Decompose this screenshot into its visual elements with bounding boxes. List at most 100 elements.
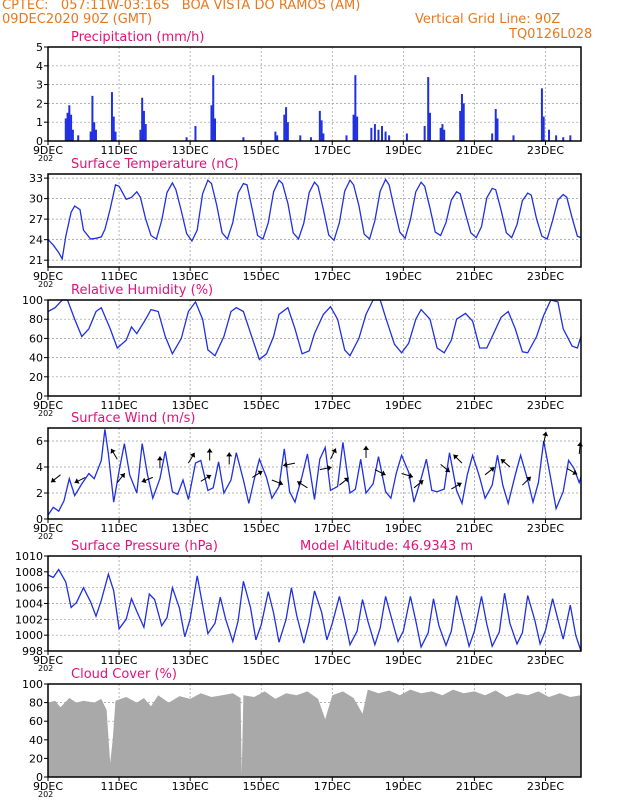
precip-bar [283, 114, 286, 141]
y-tick-label: 1004 [15, 598, 43, 611]
x-year-stub: 202 [38, 409, 53, 418]
y-tick-label: 0 [36, 390, 43, 403]
precip-bar [345, 135, 348, 141]
wind-arrow [156, 456, 163, 469]
x-tick-label: 21DEC [456, 522, 493, 535]
x-tick-label: 17DEC [314, 144, 351, 157]
wind-arrow [50, 474, 61, 483]
precip-bar [299, 135, 302, 141]
series-line [47, 429, 582, 516]
precip-bar [569, 135, 572, 141]
x-tick-label: 13DEC [172, 654, 209, 667]
x-tick-label: 19DEC [385, 780, 422, 793]
precip-bar [427, 77, 430, 141]
wind-arrow [413, 479, 424, 489]
x-tick-label: 13DEC [172, 270, 209, 283]
wind-arrow [74, 476, 86, 484]
y-tick-label: 5 [36, 41, 43, 54]
wind-arrow [374, 469, 386, 476]
precip-bar [71, 129, 74, 141]
x-tick-label: 15DEC [243, 780, 280, 793]
precip-bar [286, 122, 289, 141]
precip-bar [491, 133, 494, 141]
x-tick-label: 19DEC [385, 270, 422, 283]
precip-bar [68, 105, 71, 141]
y-tick-label: 21 [29, 254, 43, 267]
precip-bar [242, 137, 245, 141]
x-tick-label: 11DEC [101, 654, 138, 667]
precip-bar [377, 129, 380, 141]
x-tick-label: 9DEC [33, 522, 63, 535]
precip-bar [540, 88, 543, 141]
wind-arrow [110, 448, 118, 460]
precip-bar [91, 95, 94, 141]
y-tick-label: 0 [36, 513, 43, 526]
precip-bar [89, 131, 92, 141]
y-tick-label: 80 [29, 313, 43, 326]
y-tick-label: 33 [29, 172, 43, 185]
precip-bar [423, 125, 426, 141]
x-tick-label: 21DEC [456, 654, 493, 667]
x-year-stub: 202 [38, 790, 53, 799]
precip-bar [66, 112, 69, 141]
panel-frame [47, 427, 582, 520]
x-tick-label: 9DEC [33, 654, 63, 667]
wind-arrow [116, 472, 126, 483]
y-tick-label: 100 [22, 678, 43, 691]
x-tick-label: 9DEC [33, 399, 63, 412]
wind-arrow [319, 465, 332, 471]
y-tick-label: 998 [22, 645, 43, 658]
y-tick-label: 20 [29, 752, 43, 765]
y-tick-label: 4 [36, 60, 43, 73]
x-tick-label: 13DEC [172, 399, 209, 412]
y-tick-label: 1006 [15, 582, 43, 595]
x-tick-label: 21DEC [456, 144, 493, 157]
wind-arrow [484, 466, 495, 476]
y-tick-label: 2 [36, 487, 43, 500]
header-model-code: TQ0126L028 [509, 27, 593, 42]
wind-arrow [566, 467, 578, 475]
wind-arrow [252, 470, 263, 478]
x-tick-label: 23DEC [527, 522, 564, 535]
series-line [47, 178, 582, 261]
precip-bar [460, 94, 463, 141]
precip-bar [194, 125, 197, 141]
x-tick-label: 17DEC [314, 780, 351, 793]
precip-bar [542, 116, 545, 141]
precip-bar [354, 75, 357, 141]
x-tick-label: 11DEC [101, 399, 138, 412]
y-tick-label: 24 [29, 234, 43, 247]
y-tick-label: 60 [29, 715, 43, 728]
x-year-stub: 202 [38, 154, 53, 163]
x-tick-label: 15DEC [243, 144, 280, 157]
panel-title: Precipitation (mm/h) [71, 30, 204, 45]
x-tick-label: 17DEC [314, 399, 351, 412]
x-tick-label: 19DEC [385, 144, 422, 157]
x-tick-label: 17DEC [314, 522, 351, 535]
wind-arrow [330, 448, 337, 460]
x-tick-label: 23DEC [527, 144, 564, 157]
x-tick-label: 9DEC [33, 270, 63, 283]
panel-title: Relative Humidity (%) [71, 283, 213, 298]
panel-3: 0 20 40 60 80 100 9DEC 11DEC 13DEC 15DEC 17DEC 19DE… [22, 283, 582, 418]
cloud-cover-area [48, 689, 581, 777]
precip-bar [459, 110, 462, 141]
y-tick-label: 4 [36, 461, 43, 474]
x-tick-label: 23DEC [527, 654, 564, 667]
precip-bar [548, 129, 551, 141]
x-tick-label: 11DEC [101, 522, 138, 535]
x-tick-label: 15DEC [243, 522, 280, 535]
x-tick-label: 19DEC [385, 399, 422, 412]
wind-arrow [271, 479, 284, 486]
y-tick-label: 27 [29, 213, 43, 226]
x-tick-label: 11DEC [101, 270, 138, 283]
wind-arrow [401, 472, 414, 479]
series-line [47, 299, 582, 361]
panel-title: Cloud Cover (%) [71, 667, 177, 682]
x-tick-label: 13DEC [172, 144, 209, 157]
x-tick-label: 9DEC [33, 144, 63, 157]
panel-4: 0 2 4 6 9DEC 11DEC 13DEC 15DEC 17DEC 19DEC 21DEC 23… [33, 411, 584, 541]
precip-bar [274, 131, 277, 141]
x-tick-label: 13DEC [172, 780, 209, 793]
